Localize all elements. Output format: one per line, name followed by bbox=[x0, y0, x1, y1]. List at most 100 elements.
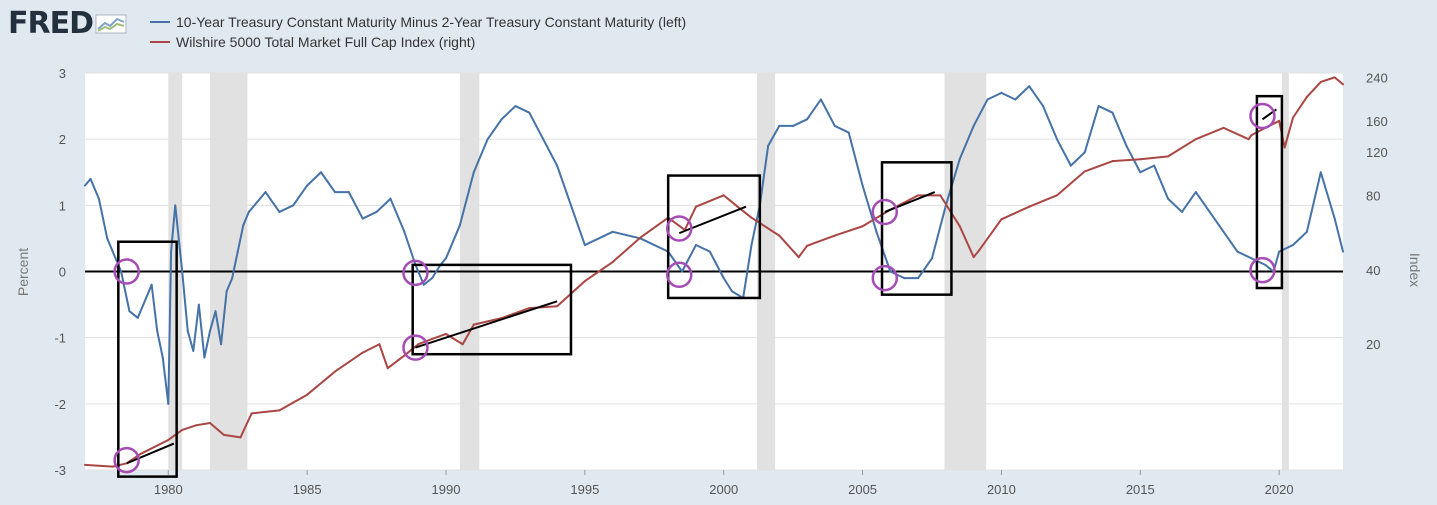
annotation-circle-0 bbox=[113, 258, 140, 285]
spread-line-segment-30 bbox=[292, 184, 309, 207]
spread-line-segment-16 bbox=[186, 330, 195, 352]
spread-line-segment-88 bbox=[1069, 151, 1086, 167]
spread-line-segment-80 bbox=[958, 124, 975, 161]
spread-line-segment-68 bbox=[792, 118, 809, 127]
spread-line-segment-54 bbox=[597, 230, 614, 240]
spread-line-segment-0 bbox=[84, 177, 92, 187]
x-tick-label-1980: 1980 bbox=[154, 482, 183, 497]
spread-line-segment-35 bbox=[361, 210, 378, 220]
spread-line-segment-96 bbox=[1180, 191, 1197, 213]
spread-line-segment-25 bbox=[236, 224, 245, 253]
spread-line-segment-90 bbox=[1097, 105, 1114, 114]
spread-line-segment-79 bbox=[944, 158, 961, 207]
spread-line-segment-15 bbox=[181, 270, 189, 333]
wilshire-line-segment-52 bbox=[1167, 138, 1197, 158]
spread-line-segment-43 bbox=[445, 224, 461, 260]
legend-label-spread: 10-Year Treasury Constant Maturity Minus… bbox=[176, 14, 687, 30]
spread-line-segment-4 bbox=[111, 250, 123, 273]
spread-line-segment-36 bbox=[375, 197, 392, 213]
spread-line-segment-98 bbox=[1208, 210, 1225, 233]
spread-line-segment-59 bbox=[694, 244, 711, 253]
spread-line-segment-73 bbox=[861, 184, 878, 233]
annotation-trend-line-0 bbox=[126, 442, 175, 465]
wilshire-line-segment-50 bbox=[1111, 158, 1142, 163]
spread-line-segment-55 bbox=[611, 230, 642, 240]
y-tick-label--2: -2 bbox=[54, 397, 66, 412]
wilshire-line-segment-26 bbox=[583, 261, 614, 283]
spread-line-segment-102 bbox=[1264, 263, 1275, 273]
wilshire-line-segment-38 bbox=[833, 225, 864, 237]
spread-line-segment-20 bbox=[208, 310, 217, 333]
spread-line-segment-53 bbox=[583, 237, 600, 247]
wilshire-line-segment-8 bbox=[222, 433, 242, 439]
spread-line-segment-28 bbox=[264, 191, 281, 213]
wilshire-line-segment-42 bbox=[939, 194, 961, 228]
y-right-tick-label-20: 20 bbox=[1366, 337, 1380, 352]
annotation-box-0 bbox=[117, 240, 178, 478]
spread-line-segment-22 bbox=[220, 290, 228, 346]
spread-line-segment-50 bbox=[542, 138, 559, 167]
wilshire-line-segment-16 bbox=[386, 354, 406, 370]
spread-line-segment-93 bbox=[1139, 164, 1156, 174]
wilshire-line-segment-51 bbox=[1139, 155, 1170, 161]
x-tick-label-1995: 1995 bbox=[570, 482, 599, 497]
wilshire-line-segment-44 bbox=[972, 249, 981, 259]
spread-line-segment-82 bbox=[986, 91, 1003, 101]
x-tick-label-1985: 1985 bbox=[293, 482, 322, 497]
spread-line-segment-31 bbox=[306, 171, 323, 187]
wilshire-line-segment-45 bbox=[978, 218, 1003, 252]
spread-line-segment-24 bbox=[231, 250, 239, 280]
annotation-circle-2 bbox=[402, 259, 429, 287]
spread-line-segment-108 bbox=[1333, 217, 1344, 253]
legend-label-wilshire: Wilshire 5000 Total Market Full Cap Inde… bbox=[176, 34, 476, 50]
y-right-tick-label-240: 240 bbox=[1366, 70, 1388, 85]
x-tick-label-2020: 2020 bbox=[1265, 482, 1294, 497]
spread-line-segment-56 bbox=[639, 237, 670, 253]
spread-line-segment-38 bbox=[403, 230, 417, 266]
annotation-box-3 bbox=[880, 161, 953, 296]
y-axis-label-right: Index bbox=[1407, 253, 1423, 287]
spread-line-segment-12 bbox=[167, 250, 173, 405]
spread-line-segment-9 bbox=[150, 283, 159, 333]
spread-line-segment-51 bbox=[556, 164, 572, 207]
wilshire-line-segment-4 bbox=[167, 428, 184, 441]
spread-line-segment-49 bbox=[528, 111, 545, 141]
spread-line-segment-71 bbox=[833, 124, 850, 134]
spread-line-segment-77 bbox=[917, 257, 933, 280]
spread-line-segment-78 bbox=[930, 204, 947, 260]
legend-item-spread[interactable]: 10-Year Treasury Constant Maturity Minus… bbox=[150, 12, 686, 32]
x-tick-label-2015: 2015 bbox=[1126, 482, 1155, 497]
y-tick-label--1: -1 bbox=[54, 331, 66, 346]
wilshire-line-segment-43 bbox=[958, 225, 975, 259]
spread-line-segment-106 bbox=[1305, 171, 1322, 233]
annotation-circle-6 bbox=[871, 198, 899, 226]
wilshire-line-segment-47 bbox=[1028, 194, 1058, 208]
spread-line-segment-66 bbox=[767, 124, 781, 147]
wilshire-line-segment-23 bbox=[500, 307, 531, 320]
spread-line-segment-86 bbox=[1042, 105, 1058, 141]
spread-line-segment-101 bbox=[1250, 257, 1267, 266]
spread-line-segment-21 bbox=[214, 310, 223, 346]
wilshire-line-segment-28 bbox=[639, 216, 670, 239]
spread-line-segment-13 bbox=[170, 204, 177, 253]
legend-item-wilshire[interactable]: Wilshire 5000 Total Market Full Cap Inde… bbox=[150, 32, 686, 52]
spread-line-segment-83 bbox=[1000, 91, 1017, 101]
spread-line-segment-17 bbox=[192, 303, 200, 352]
wilshire-line-segment-35 bbox=[778, 234, 800, 259]
spread-line-segment-95 bbox=[1167, 197, 1183, 213]
spread-line-segment-58 bbox=[681, 244, 697, 273]
y-right-tick-label-80: 80 bbox=[1366, 188, 1380, 203]
spread-line-segment-63 bbox=[742, 244, 753, 299]
wilshire-line-segment-63 bbox=[1333, 76, 1344, 86]
y-tick-label-1: 1 bbox=[59, 198, 66, 213]
wilshire-line-segment-48 bbox=[1055, 170, 1086, 197]
wilshire-line-segment-13 bbox=[333, 351, 364, 373]
spread-line-segment-1 bbox=[89, 177, 100, 200]
x-tick-label-2010: 2010 bbox=[987, 482, 1016, 497]
spread-line-segment-5 bbox=[120, 270, 131, 313]
spread-line-segment-47 bbox=[500, 105, 517, 121]
wilshire-line-segment-53 bbox=[1194, 126, 1225, 141]
annotation-circle-8 bbox=[1249, 102, 1276, 130]
spread-line-segment-40 bbox=[422, 277, 434, 286]
